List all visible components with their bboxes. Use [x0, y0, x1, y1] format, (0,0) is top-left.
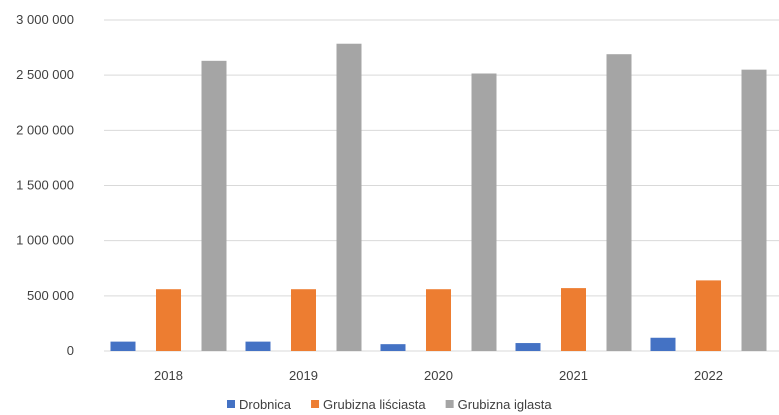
bar: [336, 43, 362, 351]
bar: [156, 289, 181, 351]
y-tick-label: 1 000 000: [16, 233, 74, 248]
y-tick-label: 1 500 000: [16, 178, 74, 193]
y-tick-label: 500 000: [27, 288, 74, 303]
y-tick-label: 3 000 000: [16, 12, 74, 27]
legend-label: Grubizna iglasta: [458, 397, 553, 412]
bar: [380, 344, 406, 351]
bar: [561, 288, 586, 351]
bar: [291, 289, 316, 351]
bar: [110, 341, 136, 351]
bar: [201, 60, 227, 351]
y-tick-label: 0: [67, 343, 74, 358]
bar: [696, 280, 721, 351]
x-tick-label: 2022: [694, 368, 723, 383]
legend: Drobnica Grubizna liściasta Grubizna iglas…: [227, 397, 552, 412]
legend-swatch: [445, 400, 454, 408]
bar: [741, 69, 767, 352]
x-tick-label: 2020: [424, 368, 453, 383]
bar: [245, 341, 271, 351]
legend-swatch: [227, 400, 235, 408]
bar: [471, 73, 497, 352]
bar: [426, 289, 451, 351]
bars: [110, 43, 767, 352]
bar: [515, 343, 541, 351]
y-tick-label: 2 000 000: [16, 122, 74, 137]
x-tick-label: 2019: [289, 368, 318, 383]
y-tick-label: 2 500 000: [16, 67, 74, 82]
bar: [606, 54, 632, 351]
x-tick-label: 2018: [154, 368, 183, 383]
legend-label: Drobnica: [239, 397, 292, 412]
x-axis-tick-labels: 2018 2019 2020 2021 2022: [154, 368, 723, 383]
legend-label: Grubizna liściasta: [323, 397, 426, 412]
y-axis-tick-labels: 3 000 000 2 500 000 2 000 000 1 500 000 1 00…: [16, 12, 74, 358]
x-tick-label: 2021: [559, 368, 588, 383]
bar: [650, 337, 676, 351]
legend-swatch: [311, 400, 320, 408]
